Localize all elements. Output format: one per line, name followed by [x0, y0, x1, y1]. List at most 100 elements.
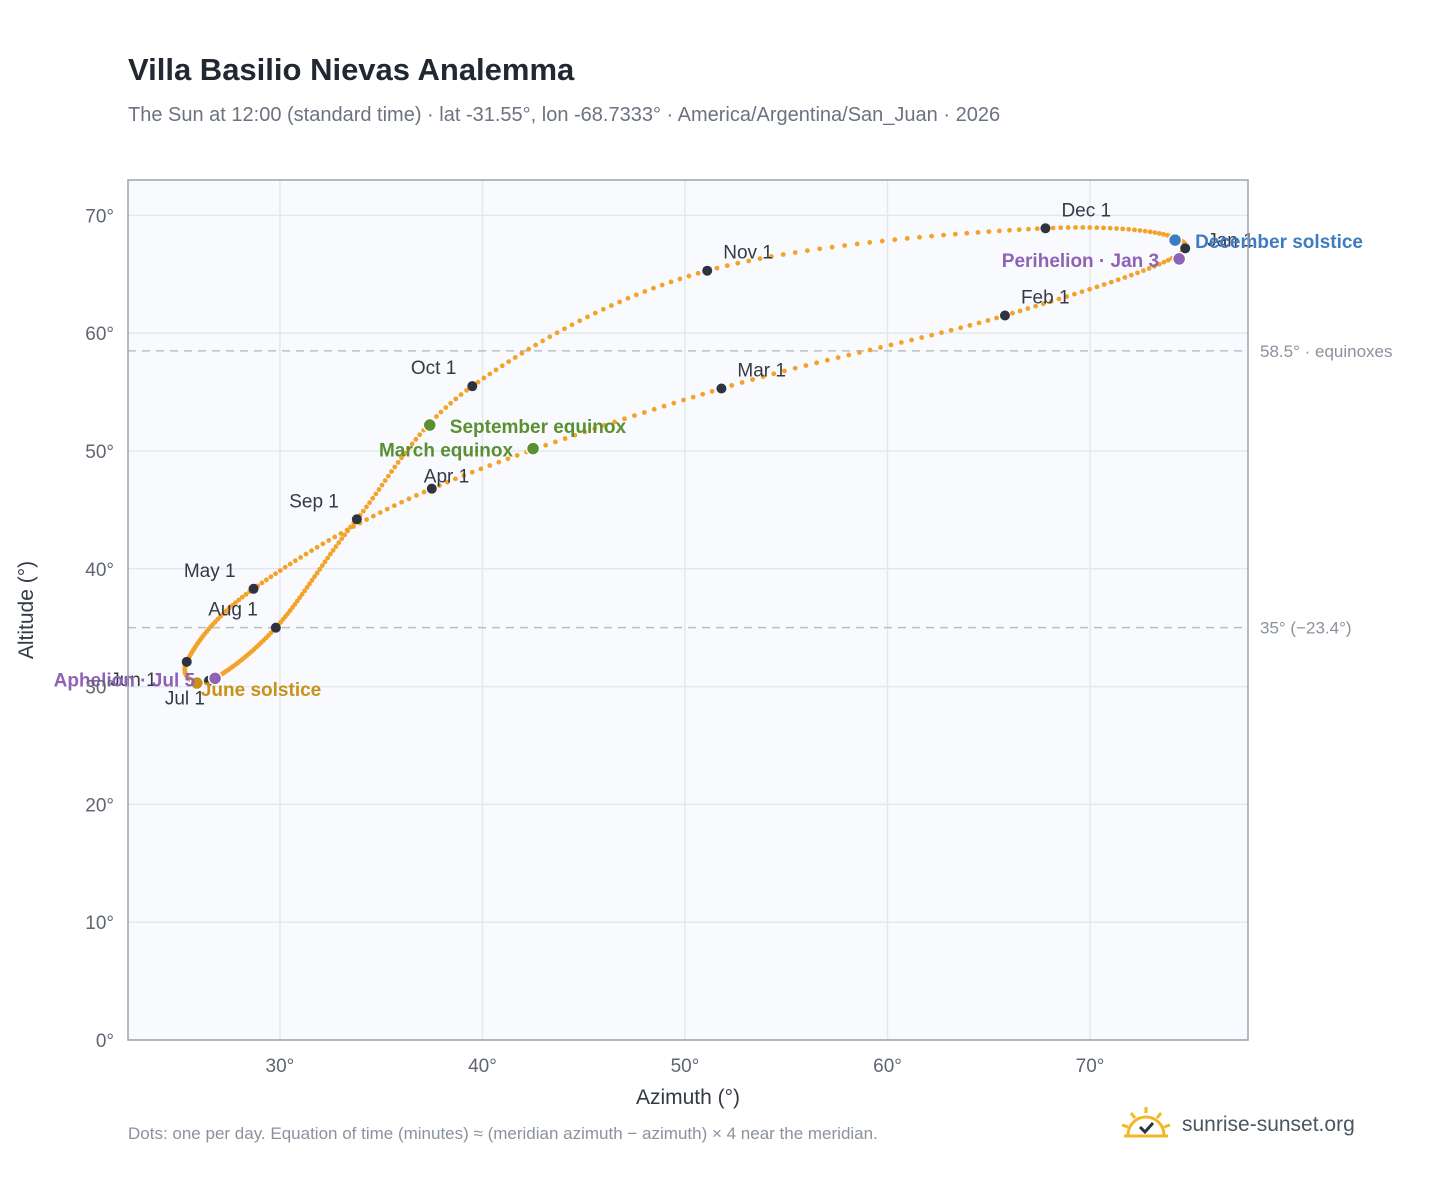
special-point-label: June solstice — [201, 680, 321, 701]
daily-sun-dot — [729, 383, 735, 388]
daily-sun-dot — [757, 256, 763, 262]
daily-sun-dot — [917, 234, 922, 240]
special-point — [189, 675, 205, 691]
daily-sun-dot — [1115, 277, 1121, 283]
month-marker — [716, 383, 727, 394]
daily-sun-dot — [651, 406, 657, 412]
daily-sun-dot — [760, 374, 766, 380]
daily-sun-dot — [448, 400, 454, 406]
daily-sun-dot — [458, 392, 464, 397]
special-point-label: Aphelion · Jul 5 — [54, 670, 196, 691]
daily-sun-dot — [461, 473, 467, 478]
daily-sun-dot — [1114, 226, 1119, 231]
daily-sun-dot — [994, 315, 999, 321]
daily-sun-dot — [399, 499, 404, 505]
daily-sun-dot — [1094, 284, 1100, 290]
daily-sun-dot — [967, 322, 973, 328]
special-points: March equinox June solstice September equi… — [54, 232, 1363, 701]
daily-sun-dot — [782, 368, 787, 374]
daily-sun-dot — [625, 295, 631, 301]
plot-area — [128, 180, 1248, 1040]
daily-sun-dot — [562, 436, 568, 441]
daily-sun-dot — [263, 577, 269, 583]
daily-sun-dot — [360, 508, 366, 514]
daily-sun-dot — [1122, 275, 1128, 280]
daily-sun-dot — [299, 591, 305, 597]
daily-sun-dot — [929, 332, 935, 338]
daily-sun-dot — [769, 254, 774, 259]
daily-sun-dot — [1126, 226, 1132, 232]
daily-sun-dot — [376, 487, 382, 492]
daily-sun-dot — [309, 548, 314, 554]
daily-sun-dot — [385, 473, 391, 479]
special-point — [525, 441, 541, 456]
daily-sun-dot — [406, 446, 411, 451]
month-label: Dec 1 — [1061, 200, 1111, 221]
daily-sun-dot — [453, 396, 459, 402]
daily-sun-dot — [1007, 227, 1012, 233]
daily-sun-dot — [464, 387, 469, 393]
daily-sun-dot — [421, 489, 427, 495]
daily-sun-dot — [585, 314, 590, 320]
daily-sun-dot — [695, 270, 701, 276]
month-label: Oct 1 — [411, 358, 456, 379]
daily-sun-dot — [384, 506, 390, 512]
daily-sun-dot — [854, 241, 860, 247]
daily-sun-dot — [803, 363, 809, 368]
daily-sun-dot — [1137, 228, 1143, 233]
daily-sun-dot — [792, 250, 798, 255]
daily-sun-dot — [395, 459, 401, 465]
daily-sun-dot — [1141, 268, 1146, 274]
daily-sun-dot — [233, 600, 238, 606]
daily-sun-dot — [792, 365, 798, 371]
daily-sun-dot — [379, 482, 385, 488]
daily-sun-dot — [909, 337, 914, 343]
month-marker — [181, 656, 192, 667]
daily-sun-dot — [444, 479, 450, 485]
daily-sun-dot — [919, 335, 925, 340]
daily-sun-dot — [661, 403, 667, 409]
daily-sun-dot — [985, 318, 991, 323]
daily-sun-dot — [879, 238, 885, 244]
daily-sun-dot — [325, 555, 331, 561]
reference-lines: 58.5° · equinoxes 35° (−23.4°) — [128, 342, 1393, 638]
sun-check-icon — [1121, 1107, 1171, 1138]
y-tick-label: 30° — [85, 678, 114, 699]
daily-sun-dot — [1033, 303, 1038, 309]
daily-sun-dot — [750, 377, 755, 382]
daily-sun-dot — [1101, 225, 1106, 231]
daily-sun-dot — [842, 243, 848, 248]
daily-sun-dot — [739, 380, 745, 385]
daily-sun-dot — [642, 289, 648, 294]
daily-sun-dot — [1080, 225, 1086, 230]
daily-sun-dot — [867, 240, 873, 245]
daily-sun-dot — [622, 416, 627, 422]
daily-sun-dot — [582, 429, 588, 435]
daily-sun-dot — [391, 503, 397, 509]
daily-sun-dot — [1161, 259, 1167, 265]
daily-sun-dot — [1016, 227, 1022, 233]
daily-sun-dot — [700, 391, 706, 397]
month-marker — [467, 381, 478, 392]
special-point-label: September equinox — [450, 417, 627, 438]
daily-sun-dot — [958, 325, 964, 331]
daily-sun-dot — [771, 371, 777, 377]
daily-sun-dot — [287, 561, 293, 567]
daily-sun-dot — [437, 483, 442, 488]
x-tick-label: 30° — [266, 1056, 295, 1077]
daily-sun-dot — [519, 350, 525, 356]
daily-sun-dot — [493, 367, 499, 373]
footnote: Dots: one per day. Equation of time (min… — [128, 1124, 878, 1143]
daily-sun-dot — [677, 276, 683, 282]
daily-sun-dot — [681, 397, 686, 403]
daily-sun-dot — [709, 388, 715, 394]
chart-subtitle: The Sun at 12:00 (standard time) · lat -… — [128, 104, 1001, 126]
daily-sun-dot — [846, 352, 852, 358]
special-point — [207, 671, 223, 686]
daily-sun-dot — [409, 441, 415, 447]
daily-sun-dot — [1152, 230, 1158, 235]
daily-sun-dot — [298, 555, 304, 560]
plot-frame — [127, 179, 1249, 1041]
daily-sun-dot — [1132, 227, 1137, 233]
